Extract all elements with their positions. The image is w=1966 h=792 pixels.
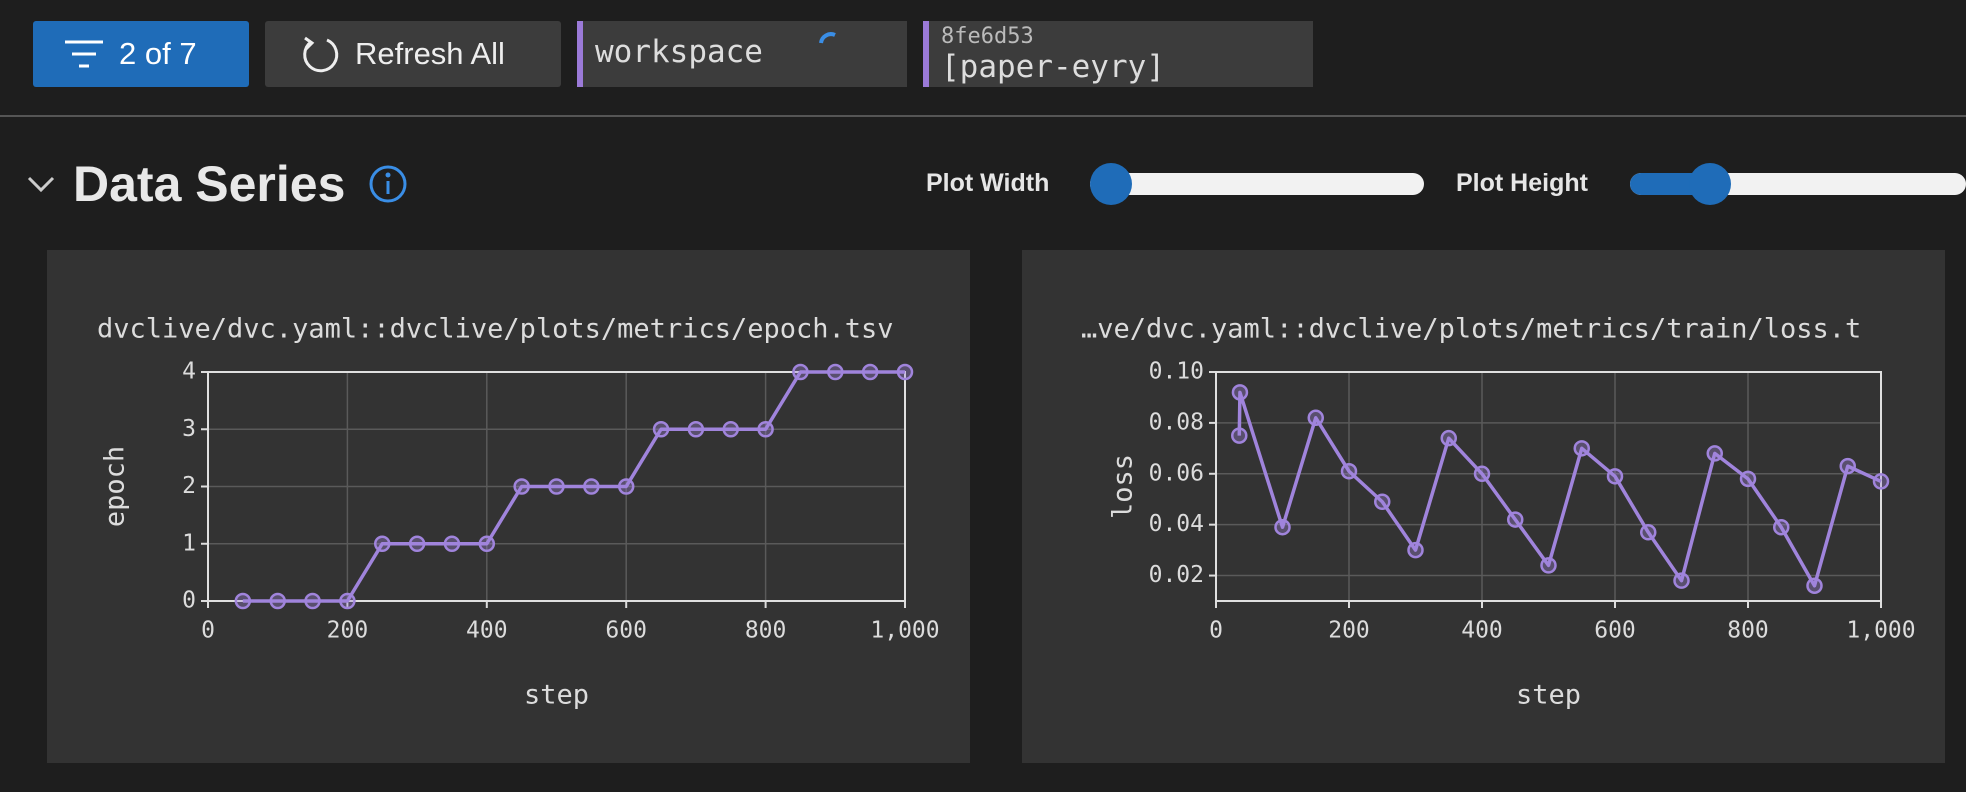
data-point [234, 592, 252, 610]
slider-thumb[interactable] [1689, 163, 1731, 205]
plot-panel: dvclive/dvc.yaml::dvclive/plots/metrics/… [47, 250, 970, 763]
data-point [374, 535, 391, 552]
plot-width-label: Plot Width [926, 169, 1050, 197]
plot-frame [1215, 371, 1882, 602]
data-point [1706, 445, 1723, 462]
x-tick-label: 400 [1461, 618, 1503, 644]
x-axis-label: step [1516, 680, 1581, 711]
data-point [1274, 518, 1291, 536]
info-icon[interactable] [368, 164, 408, 204]
x-tick-label: 0 [201, 618, 215, 644]
plot-width-slider[interactable] [1090, 173, 1424, 195]
y-tick-label: 3 [182, 416, 196, 442]
data-point [1872, 473, 1890, 490]
data-point [269, 592, 286, 610]
data-point [861, 363, 879, 381]
filter-icon [65, 40, 103, 68]
data-line [1237, 390, 1882, 588]
data-point [339, 592, 356, 610]
data-point [304, 592, 321, 610]
refresh-label: Refresh All [355, 36, 505, 71]
experiment-label: workspace [595, 34, 763, 70]
data-point [617, 478, 635, 495]
plot-panel: …ve/dvc.yaml::dvclive/plots/metrics/trai… [1022, 250, 1945, 763]
data-point [1507, 511, 1524, 528]
data-point [1839, 457, 1856, 475]
data-point [1407, 541, 1424, 559]
y-tick-label: 0.02 [1149, 562, 1204, 588]
collapse-chevron[interactable] [26, 172, 56, 196]
data-point [1773, 518, 1790, 536]
section-title: Data Series [73, 156, 346, 212]
y-axis-label: loss [1108, 454, 1139, 519]
spinner [819, 32, 836, 44]
y-tick-label: 0.04 [1149, 511, 1204, 537]
x-tick-label: 800 [1727, 618, 1769, 644]
plot-height-label: Plot Height [1456, 169, 1588, 197]
y-axis-label: epoch [100, 446, 131, 527]
data-point [548, 478, 565, 495]
data-point [1340, 462, 1358, 480]
plot-frame [207, 371, 906, 602]
data-line [242, 370, 905, 603]
x-tick-label: 1,000 [870, 618, 939, 644]
chart: …ve/dvc.yaml::dvclive/plots/metrics/trai… [1081, 314, 1916, 711]
x-tick-label: 200 [327, 618, 369, 644]
x-tick-label: 0 [1209, 618, 1223, 644]
data-point [1307, 409, 1324, 427]
data-point [1573, 440, 1590, 457]
refresh-icon [303, 36, 339, 73]
x-axis-label: step [524, 680, 589, 711]
y-tick-label: 2 [182, 473, 196, 499]
data-point [478, 535, 496, 552]
filter-button[interactable]: 2 of 7 [33, 21, 249, 87]
data-point [1231, 384, 1249, 401]
chart: dvclive/dvc.yaml::dvclive/plots/metrics/… [97, 314, 940, 711]
experiment-chip[interactable]: workspace [577, 21, 907, 87]
y-tick-label: 0 [182, 588, 196, 614]
data-point [1673, 572, 1690, 589]
data-point [408, 535, 426, 552]
x-tick-label: 800 [745, 618, 787, 644]
data-point [1739, 470, 1757, 488]
experiment-sha: 8fe6d53 [941, 24, 1034, 49]
data-point [443, 535, 461, 552]
x-tick-label: 400 [466, 618, 508, 644]
refresh-button[interactable]: Refresh All [265, 21, 561, 87]
experiment-label: [paper-eyry] [941, 49, 1165, 85]
x-tick-label: 600 [605, 618, 647, 644]
filter-label: 2 of 7 [119, 36, 197, 71]
data-point [1374, 493, 1391, 511]
chart-title: …ve/dvc.yaml::dvclive/plots/metrics/trai… [1081, 314, 1861, 345]
x-tick-label: 1,000 [1846, 618, 1915, 644]
y-tick-label: 0.06 [1149, 460, 1204, 486]
data-point [757, 421, 774, 438]
data-point [827, 363, 844, 381]
data-point [1640, 524, 1657, 541]
y-tick-label: 4 [182, 359, 196, 385]
data-point [1473, 465, 1491, 483]
data-point [1540, 557, 1557, 574]
data-point [1806, 577, 1823, 594]
data-point [896, 363, 914, 381]
data-point [1440, 429, 1457, 447]
experiment-chip[interactable]: 8fe6d53 [paper-eyry] [923, 21, 1313, 87]
slider-thumb[interactable] [1090, 163, 1132, 205]
y-tick-label: 0.08 [1149, 409, 1204, 435]
data-point [722, 421, 739, 438]
x-tick-label: 200 [1328, 618, 1370, 644]
y-tick-label: 1 [182, 530, 196, 556]
data-point [687, 421, 705, 438]
separator [0, 115, 1966, 117]
x-tick-label: 600 [1594, 618, 1636, 644]
data-point [513, 478, 530, 495]
data-point [652, 421, 670, 438]
data-point [1606, 468, 1624, 485]
data-point [792, 363, 809, 381]
chart-title: dvclive/dvc.yaml::dvclive/plots/metrics/… [97, 314, 894, 345]
data-point [1231, 427, 1248, 444]
data-point [583, 478, 600, 495]
y-tick-label: 0.10 [1149, 359, 1204, 385]
